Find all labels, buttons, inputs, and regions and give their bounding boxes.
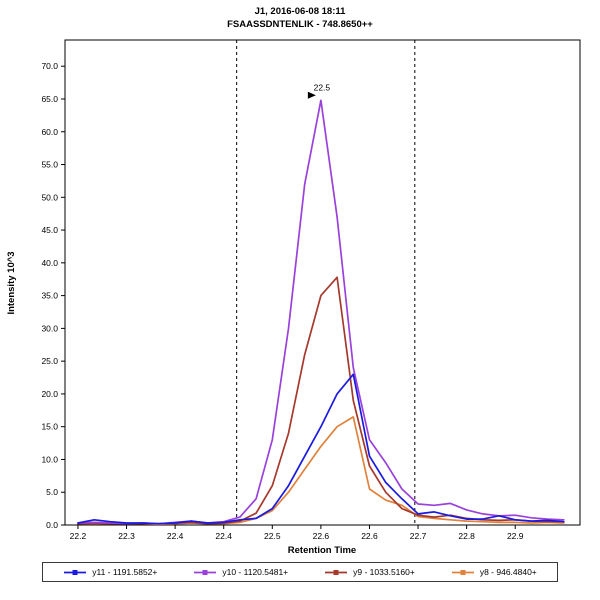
x-tick-label: 22.9 [507,531,524,541]
y-tick-label: 70.0 [41,61,58,71]
y-tick-label: 10.0 [41,454,58,464]
legend-label-y10: y10 - 1120.5481+ [222,567,289,577]
x-tick-label: 22.4 [167,531,184,541]
legend-label-y9: y9 - 1033.5160+ [353,567,415,577]
legend-item-y10: y10 - 1120.5481+ [193,567,288,577]
x-tick-label: 22.5 [264,531,281,541]
y-tick-label: 25.0 [41,356,58,366]
y-tick-label: 60.0 [41,127,58,137]
x-axis-label: Retention Time [288,545,356,556]
legend-line-swatch-y9 [325,569,348,575]
legend-line-swatch-y8 [451,569,474,575]
y-tick-label: 35.0 [41,291,58,301]
chart-subtitle: FSAASSDNTENLIK - 748.8650++ [227,19,373,30]
legend-item-y8: y8 - 946.4840+ [451,567,537,577]
y-tick-label: 55.0 [41,160,58,170]
y-tick-label: 30.0 [41,323,58,333]
y-tick-label: 20.0 [41,389,58,399]
y-tick-label: 50.0 [41,192,58,202]
y-tick-label: 45.0 [41,225,58,235]
y-tick-label: 65.0 [41,94,58,104]
legend-item-y9: y9 - 1033.5160+ [324,567,415,577]
x-tick-label: 22.8 [458,531,475,541]
series-line-y11 [77,373,565,525]
y-tick-label: 5.0 [46,487,58,497]
peak-rt-annotation: 22.5 [314,82,331,92]
y-tick-label: 15.0 [41,422,58,432]
chart-title: J1, 2016-06-08 18:11 [255,6,347,17]
legend: y11 - 1191.5852+ y10 - 1120.5481+ y9 - 103… [0,562,600,582]
x-tick-label: 22.2 [70,531,87,541]
peak-pointer-icon [307,91,316,99]
x-tick-label: 22.7 [410,531,427,541]
legend-box: y11 - 1191.5852+ y10 - 1120.5481+ y9 - 103… [42,562,558,582]
y-tick-label: 0.0 [46,520,58,530]
y-axis-label: Intensity 10^3 [6,251,17,314]
x-tick-label: 22.4 [215,531,232,541]
legend-label-y8: y8 - 946.4840+ [479,567,537,577]
x-tick-label: 22.3 [118,531,135,541]
legend-label-y11: y11 - 1191.5852+ [92,567,158,577]
x-tick-label: 22.6 [361,531,378,541]
y-tick-label: 40.0 [41,258,58,268]
x-tick-label: 22.6 [313,531,330,541]
legend-item-y11: y11 - 1191.5852+ [63,567,157,577]
legend-line-swatch-y11 [64,569,87,575]
legend-line-swatch-y10 [194,569,217,575]
